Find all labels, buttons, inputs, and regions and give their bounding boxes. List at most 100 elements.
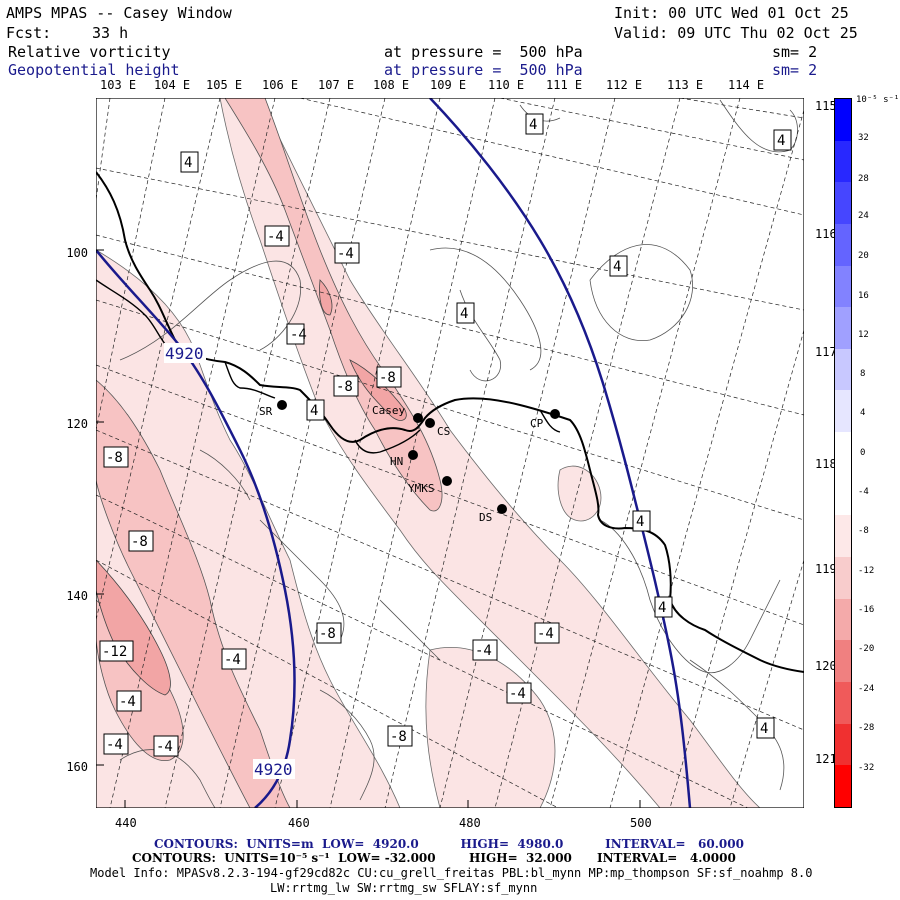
forecast-label: Fcst:: [6, 24, 52, 42]
svg-text:4: 4: [184, 155, 192, 171]
plot-title: AMPS MPAS -- Casey Window: [6, 4, 232, 22]
forecast-hour: 33 h: [92, 24, 129, 42]
contour-label: -8: [316, 622, 342, 644]
lon-label: 113 E: [667, 78, 704, 92]
contour-label: 4: [306, 399, 325, 421]
lon-label: 110 E: [488, 78, 525, 92]
colorbar-tick: 32: [858, 133, 869, 143]
lon-label: 107 E: [318, 78, 355, 92]
coastline-inner: [96, 279, 561, 454]
colorbar-swatch: [835, 765, 851, 807]
svg-text:4: 4: [777, 133, 785, 149]
station-label: DS: [479, 511, 492, 524]
contour-label: -4: [334, 242, 360, 264]
colorbar-tick: -12: [858, 566, 875, 576]
station-marker: [425, 418, 435, 428]
contour-label: 4: [632, 510, 651, 532]
y-axis-label: 160: [66, 760, 88, 774]
colorbar-swatch: [835, 99, 851, 141]
contour-label: -4: [153, 735, 179, 757]
svg-text:-8: -8: [131, 534, 148, 550]
field2-level: at pressure = 500 hPa: [384, 61, 583, 79]
lon-label: 104 E: [154, 78, 191, 92]
svg-text:4: 4: [310, 403, 318, 419]
colorbar-unit: 10⁻⁵ s⁻¹: [856, 95, 900, 105]
contour-label: -8: [103, 446, 129, 468]
colorbar-tick: -4: [858, 487, 869, 497]
colorbar-tick: 16: [858, 291, 869, 301]
colorbar-tick: 28: [858, 174, 869, 184]
contour-label: -12: [99, 640, 134, 662]
x-axis-label: 440: [115, 816, 137, 830]
contour-label: -4: [506, 682, 532, 704]
field1-name: Relative vorticity: [8, 43, 171, 61]
svg-text:-8: -8: [379, 370, 396, 386]
colorbar-swatch: [835, 681, 851, 724]
colorbar-tick: -28: [858, 723, 875, 733]
colorbar-swatch: [835, 140, 851, 183]
svg-text:-4: -4: [267, 229, 284, 245]
contour-label: -4: [103, 733, 129, 755]
svg-text:-4: -4: [224, 652, 241, 668]
svg-text:-8: -8: [390, 729, 407, 745]
colorbar-tick: 8: [860, 369, 866, 379]
colorbar-tick: 4: [860, 408, 866, 418]
colorbar-swatch: [835, 473, 851, 516]
station-marker: [413, 413, 423, 423]
colorbar-tick: -32: [858, 763, 875, 773]
svg-text:-4: -4: [537, 626, 554, 642]
y-axis-label: 120: [66, 417, 88, 431]
colorbar-swatch: [835, 182, 851, 224]
svg-text:4: 4: [760, 721, 768, 737]
station-label: CS: [437, 425, 450, 438]
svg-text:4: 4: [613, 259, 621, 275]
footer-height-contours: CONTOURS: UNITS=m LOW= 4920.0 HIGH= 4980…: [154, 837, 744, 851]
svg-text:-4: -4: [106, 737, 123, 753]
colorbar-swatch: [835, 432, 851, 474]
svg-text:-4: -4: [475, 643, 492, 659]
station-label: Casey: [372, 404, 405, 417]
footer-vorticity-contours: CONTOURS: UNITS=10⁻⁵ s⁻¹ LOW= -32.000 HI…: [132, 851, 736, 865]
colorbar-tick: -20: [858, 644, 875, 654]
station-marker: [550, 409, 560, 419]
colorbar-tick: 20: [858, 251, 869, 261]
svg-text:-4: -4: [156, 739, 173, 755]
svg-text:4: 4: [529, 117, 537, 133]
contour-label: -8: [128, 530, 154, 552]
x-axis-label: 500: [630, 816, 652, 830]
station-label: YMKS: [408, 482, 435, 495]
colorbar-swatch: [835, 598, 851, 641]
colorbar-swatch: [835, 265, 851, 308]
valid-time: Valid: 09 UTC Thu 02 Oct 25: [614, 24, 858, 42]
field1-level: at pressure = 500 hPa: [384, 43, 583, 61]
height-contour-label: 4920: [253, 759, 295, 779]
colorbar-swatch: [835, 640, 851, 682]
lon-label: 112 E: [606, 78, 643, 92]
contour-label: -4: [286, 323, 307, 345]
colorbar-tick: -16: [858, 605, 875, 615]
contour-label: 4: [756, 717, 775, 739]
contour-label: -8: [333, 375, 359, 397]
station-marker: [408, 450, 418, 460]
height-contour-label: 4920: [164, 343, 206, 363]
contour-label: -8: [387, 725, 413, 747]
svg-text:-8: -8: [336, 379, 353, 395]
vorticity-shading-dark: [96, 279, 407, 696]
lon-label: 103 E: [100, 78, 137, 92]
station-labels: SR Casey CS HN YMKS DS CP: [259, 404, 544, 524]
svg-text:-8: -8: [319, 626, 336, 642]
svg-text:4: 4: [658, 600, 666, 616]
x-axis-label: 480: [459, 816, 481, 830]
contour-label: 4: [609, 255, 628, 277]
field1-smoothing: sm= 2: [772, 43, 818, 61]
colorbar-tick: -24: [858, 684, 875, 694]
svg-text:-4: -4: [119, 694, 136, 710]
station-label: SR: [259, 405, 273, 418]
contour-label: -4: [116, 690, 142, 712]
footer-model-info: Model Info: MPASv8.2.3-194-gf29cd82c CU:…: [90, 866, 813, 880]
y-axis-label: 140: [66, 589, 88, 603]
field2-name: Geopotential height: [8, 61, 180, 79]
station-marker: [497, 504, 507, 514]
svg-text:-4: -4: [509, 686, 526, 702]
init-time: Init: 00 UTC Wed 01 Oct 25: [614, 4, 849, 22]
